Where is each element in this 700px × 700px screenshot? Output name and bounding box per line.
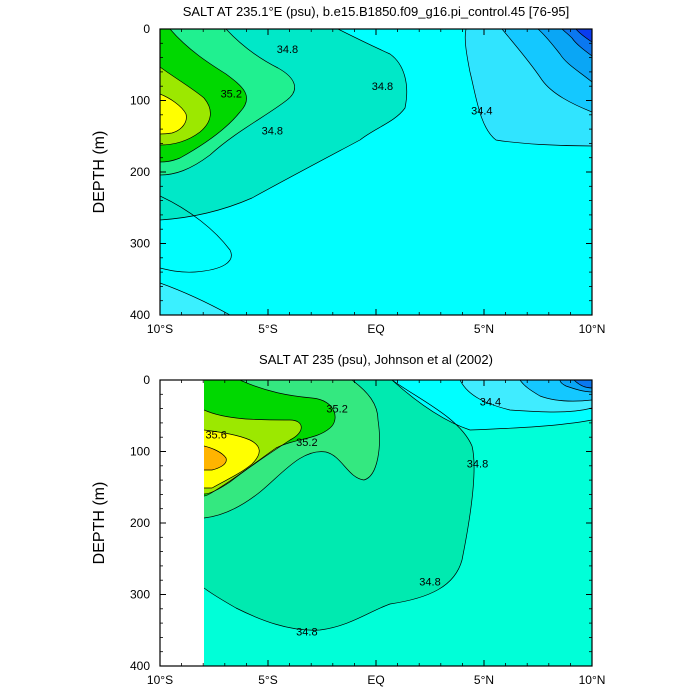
- bottom-axes: 10°S 5°S EQ 5°N 10°N 0 100 200 300 400: [130, 373, 605, 687]
- bottom-x-tick-label: 5°N: [474, 673, 494, 687]
- top-fill-33.6: [576, 29, 592, 42]
- top-x-tick-label: 10°S: [147, 322, 173, 336]
- top-y-tick-label: 300: [130, 237, 150, 251]
- top-contour-label: 34.8: [262, 126, 283, 138]
- top-panel: SALT AT 235.1°E (psu), b.e15.B1850.f09_g…: [91, 4, 605, 336]
- bottom-contour-label: 34.4: [480, 396, 501, 408]
- bottom-y-tick-label: 300: [130, 588, 150, 602]
- top-contour-label: 34.8: [372, 81, 393, 93]
- top-y-tick-label: 400: [130, 308, 150, 322]
- bottom-panel: SALT AT 235 (psu), Johnson et al (2002): [91, 352, 605, 687]
- bottom-y-tick-label: 200: [130, 516, 150, 530]
- bottom-fill-35.6: [204, 430, 260, 488]
- top-axes: 10°S 5°S EQ 5°N 10°N 0 100 200 300 400: [130, 22, 605, 336]
- bottom-contour-label: 34.8: [467, 459, 488, 471]
- bottom-y-axis-label: DEPTH (m): [91, 482, 108, 565]
- top-contour-fill: [160, 29, 592, 315]
- top-y-tick-label: 100: [130, 94, 150, 108]
- bottom-contour-label: 35.2: [296, 437, 317, 449]
- top-y-tick-label: 0: [143, 22, 150, 36]
- bottom-contour-label: 35.2: [326, 404, 347, 416]
- top-fill-35.6: [160, 94, 187, 134]
- bottom-contour-label: 34.8: [296, 627, 317, 639]
- top-y-tick-label: 200: [130, 165, 150, 179]
- bottom-contour-label: 34.8: [419, 577, 440, 589]
- bottom-contour-label: 35.6: [205, 429, 226, 441]
- top-fill-deep-34.6: [160, 283, 230, 315]
- bottom-x-tick-label: EQ: [367, 673, 384, 687]
- top-contour-label: 35.2: [221, 88, 242, 100]
- bottom-x-tick-label: 5°S: [258, 673, 277, 687]
- top-x-tick-label: 10°N: [579, 322, 606, 336]
- top-x-tick-label: 5°S: [258, 322, 277, 336]
- bottom-y-tick-label: 0: [143, 373, 150, 387]
- bottom-chart-title: SALT AT 235 (psu), Johnson et al (2002): [259, 352, 493, 367]
- bottom-fill-33.8: [574, 380, 592, 388]
- top-x-tick-label: EQ: [367, 322, 384, 336]
- bottom-contour-fill: [204, 380, 592, 666]
- top-contour-labels: 34.8 35.2 34.8 34.4 34.8: [221, 44, 493, 138]
- bottom-x-tick-label: 10°N: [579, 673, 606, 687]
- top-y-axis-label: DEPTH (m): [91, 131, 108, 214]
- bottom-y-tick-label: 100: [130, 445, 150, 459]
- top-x-tick-label: 5°N: [474, 322, 494, 336]
- top-contour-label: 34.4: [471, 106, 492, 118]
- bottom-x-tick-label: 10°S: [147, 673, 173, 687]
- bottom-y-tick-label: 400: [130, 659, 150, 673]
- bottom-fill-35.8: [204, 446, 227, 470]
- top-contour-label: 34.8: [277, 44, 298, 56]
- top-chart-title: SALT AT 235.1°E (psu), b.e15.B1850.f09_g…: [183, 4, 570, 19]
- bottom-contour-labels: 35.2 34.4 35.6 35.2 34.8 34.8 34.8: [205, 396, 501, 638]
